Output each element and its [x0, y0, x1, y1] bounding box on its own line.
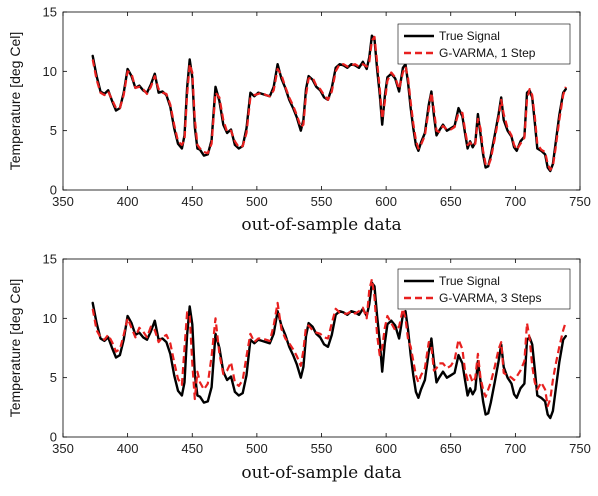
x-tick-label: 700	[505, 194, 527, 209]
x-tick-label: 400	[117, 194, 139, 209]
series-line-true-signal	[91, 281, 567, 420]
x-tick-label: 550	[311, 194, 333, 209]
series-line-prediction	[91, 35, 567, 171]
x-tick-label: 350	[52, 441, 74, 456]
y-axis-label: Temperature [deg Cel]	[7, 279, 23, 418]
x-tick-label: 600	[375, 194, 397, 209]
x-tick-label: 500	[246, 194, 268, 209]
x-tick-label: 650	[440, 441, 462, 456]
legend-label-prediction: G-VARMA, 3 Steps	[439, 291, 541, 305]
tick-marks: 350 400 450 500 550 600 650 700 750 0 5 10 15	[43, 5, 591, 210]
x-tick-label: 400	[117, 441, 139, 456]
chart-panel-top: 350 400 450 500 550 600 650 700 750 0 5 10 15 Temper…	[7, 5, 591, 236]
x-tick-label: 350	[52, 194, 74, 209]
y-axis-label: Temperature [deg Cel]	[7, 32, 23, 171]
y-tick-label: 0	[50, 430, 57, 445]
chart-panel-bottom: 350 400 450 500 550 600 650 700 750 0 5 10 15 Temper…	[7, 252, 591, 484]
x-tick-label: 450	[181, 441, 203, 456]
x-tick-label: 700	[505, 441, 527, 456]
y-tick-label: 15	[43, 252, 57, 267]
plot-area	[91, 34, 567, 173]
y-tick-label: 5	[50, 123, 57, 138]
legend-label-true-signal: True Signal	[439, 29, 500, 43]
x-axis-label: out-of-sample data	[241, 463, 401, 483]
legend-box	[397, 268, 571, 310]
tick-marks: 350 400 450 500 550 600 650 700 750 0 5 10 15	[43, 252, 591, 457]
y-tick-label: 5	[50, 370, 57, 385]
y-tick-label: 15	[43, 5, 57, 20]
legend: True Signal G-VARMA, 1 Step	[397, 23, 571, 65]
legend: True Signal G-VARMA, 3 Steps	[397, 268, 571, 310]
x-axis-label: out-of-sample data	[241, 215, 401, 235]
y-tick-label: 10	[43, 64, 57, 79]
x-tick-label: 650	[440, 194, 462, 209]
y-tick-label: 10	[43, 311, 57, 326]
legend-label-prediction: G-VARMA, 1 Step	[439, 46, 536, 60]
y-tick-label: 0	[50, 183, 57, 198]
x-tick-label: 600	[375, 441, 397, 456]
x-tick-label: 750	[569, 441, 591, 456]
series-line-prediction	[91, 278, 567, 408]
x-tick-label: 500	[246, 441, 268, 456]
x-tick-label: 550	[311, 441, 333, 456]
legend-label-true-signal: True Signal	[439, 274, 500, 288]
plot-area	[91, 278, 567, 420]
x-tick-label: 450	[181, 194, 203, 209]
legend-box	[397, 23, 571, 65]
x-tick-label: 750	[569, 194, 591, 209]
